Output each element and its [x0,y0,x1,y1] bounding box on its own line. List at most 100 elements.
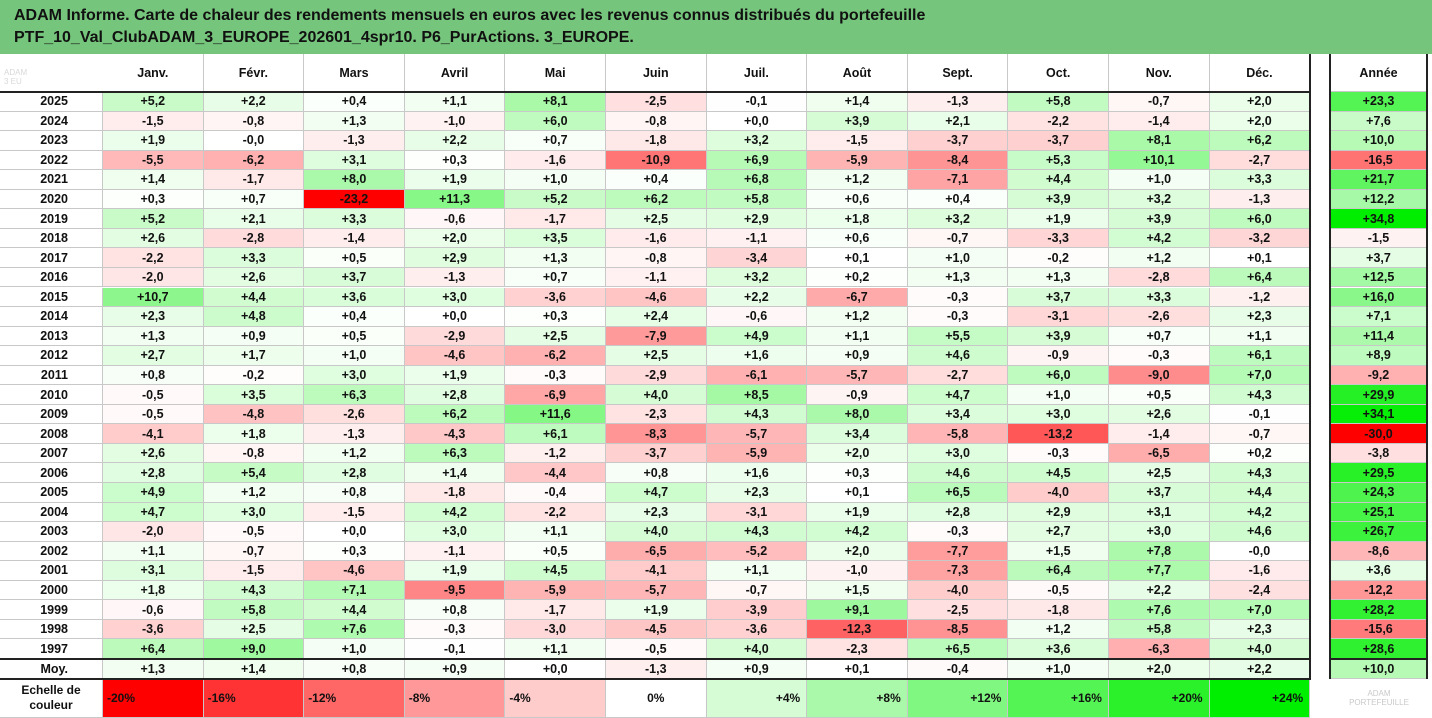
annual-cell: +8,9 [1330,346,1428,366]
december-right-border [1309,54,1312,679]
heatmap-cell: -2,6 [304,404,405,425]
heatmap-cell: +0,3 [103,189,204,210]
heatmap-cell: +3,2 [907,209,1009,229]
heatmap-cell: +4,3 [1209,385,1311,405]
heatmap-cell: +1,3 [304,111,405,132]
heatmap-cell: +2,6 [203,267,305,288]
average-label: Moy. [0,658,103,679]
heatmap-cell: -5,9 [706,443,808,464]
report-title-line1: ADAM Informe. Carte de chaleur des rende… [14,7,926,24]
heatmap-cell: +3,0 [907,443,1009,464]
annual-cell: +29,5 [1330,463,1428,483]
heatmap-cell: -1,3 [404,267,506,288]
annual-left-border [1329,54,1331,679]
heatmap-cell: +2,6 [1109,404,1210,425]
heatmap-cell: +1,2 [807,170,908,190]
color-scale-stop: +20% [1109,678,1210,718]
heatmap-cell: +3,5 [203,385,305,405]
heatmap-cell: +1,0 [505,170,606,190]
annual-right-border [1426,54,1428,679]
heatmap-cell: +4,4 [1209,483,1311,503]
heatmap-cell: -3,4 [706,248,808,268]
heatmap-cell: +5,8 [706,189,808,210]
corner-faint-label: ADAM 3 EU [4,68,28,86]
heatmap-cell: +2,9 [1008,502,1109,523]
color-scale-stop: +4% [706,678,808,718]
heatmap-cell: +3,1 [1109,502,1210,523]
heatmap-cell: -6,2 [203,150,305,171]
month-header: Mars [304,54,405,92]
annual-cell: +29,9 [1330,385,1428,405]
annual-cell: -3,8 [1330,443,1428,464]
annual-cell: -1,5 [1330,228,1428,249]
heatmap-cell: +2,3 [1209,619,1311,640]
heatmap-cell: -5,5 [103,150,204,171]
color-scale-stop: -16% [203,678,305,718]
heatmap-cell: +4,5 [1008,463,1109,483]
heatmap-cell: +6,0 [1008,365,1109,386]
year-label: 2007 [0,443,103,464]
header-bottom-border [0,91,1311,93]
heatmap-cell: +5,5 [907,326,1009,347]
heatmap-cell: -1,6 [1209,561,1311,581]
heatmap-cell: +0,5 [304,326,405,347]
heatmap-cell: -0,7 [1209,424,1311,444]
heatmap-cell: +5,2 [103,209,204,229]
heatmap-cell: +7,6 [1109,600,1210,620]
annual-cell: +24,3 [1330,483,1428,503]
heatmap-cell: +3,7 [1109,483,1210,503]
heatmap-cell: +2,2 [706,287,808,308]
heatmap-cell: +1,3 [103,326,204,347]
heatmap-cell: -3,7 [606,443,707,464]
heatmap-cell: +4,6 [907,463,1009,483]
heatmap-cell: -2,8 [1109,267,1210,288]
heatmap-cell: +3,0 [404,522,506,542]
heatmap-cell: -6,1 [706,365,808,386]
annual-cell: +34,1 [1330,404,1428,425]
heatmap-cell: +6,8 [706,170,808,190]
heatmap-cell: -1,5 [203,561,305,581]
heatmap-cell: -1,2 [505,443,606,464]
heatmap-cell: +0,1 [1209,248,1311,268]
annual-cell: +26,7 [1330,522,1428,542]
heatmap-cell: +6,0 [505,111,606,132]
heatmap-cell: +1,2 [203,483,305,503]
heatmap-cell: +2,3 [103,307,204,327]
color-scale-stop: +12% [907,678,1009,718]
average-cell: +0,8 [304,658,405,679]
year-label: 1998 [0,619,103,640]
heatmap-cell: -0,0 [203,131,305,151]
heatmap-cell: +2,5 [606,209,707,229]
heatmap-cell: -3,3 [1008,228,1109,249]
heatmap-cell: -2,4 [1209,580,1311,601]
year-label: 2024 [0,111,103,132]
heatmap-cell: +2,3 [606,502,707,523]
heatmap-cell: +2,2 [404,131,506,151]
heatmap-cell: +4,3 [706,522,808,542]
heatmap-cell: +0,3 [807,463,908,483]
heatmap-cell: -4,6 [606,287,707,308]
heatmap-cell: +0,7 [505,131,606,151]
heatmap-cell: +3,0 [1008,404,1109,425]
heatmap-cell: -0,8 [606,248,707,268]
heatmap-cell: -1,4 [304,228,405,249]
heatmap-cell: -0,7 [203,541,305,562]
heatmap-cell: +0,6 [807,228,908,249]
heatmap-cell: -0,5 [203,522,305,542]
heatmap-cell: -2,0 [103,267,204,288]
heatmap-cell: +1,2 [807,307,908,327]
heatmap-cell: +6,1 [505,424,606,444]
heatmap-cell: +0,5 [304,248,405,268]
heatmap-cell: -2,7 [907,365,1009,386]
heatmap-cell: +0,4 [304,92,405,112]
average-cell: +2,0 [1109,658,1210,679]
heatmap-cell: +2,8 [103,463,204,483]
heatmap-cell: +4,0 [606,385,707,405]
heatmap-cell: +5,8 [203,600,305,620]
heatmap-cell: -1,0 [404,111,506,132]
year-label: 2018 [0,228,103,249]
year-label: 2000 [0,580,103,601]
heatmap-cell: +5,8 [1008,92,1109,112]
heatmap-cell: +6,5 [907,483,1009,503]
heatmap-cell: +1,4 [103,170,204,190]
